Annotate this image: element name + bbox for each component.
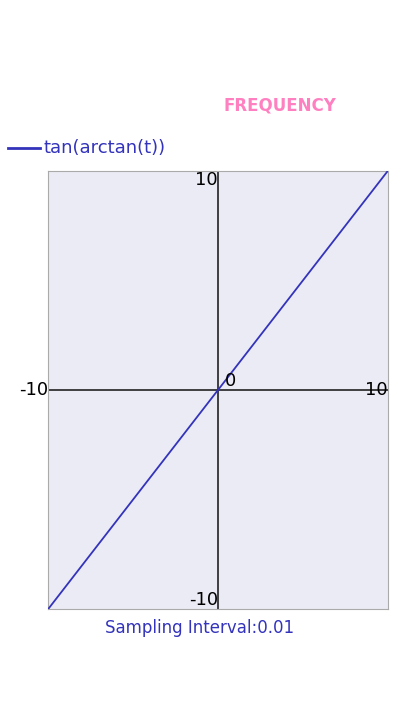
Text: 10: 10 xyxy=(365,381,388,399)
Text: -10: -10 xyxy=(19,381,48,399)
Text: 0: 0 xyxy=(225,372,236,390)
Text: ◁: ◁ xyxy=(92,670,108,688)
Text: -10: -10 xyxy=(189,592,218,609)
Text: 05:37: 05:37 xyxy=(353,11,388,21)
Text: FREQUENCY: FREQUENCY xyxy=(224,97,336,115)
Text: Sampling Interval:0.01: Sampling Interval:0.01 xyxy=(106,619,294,637)
Bar xyxy=(20,125,172,128)
Text: 10: 10 xyxy=(195,171,218,188)
Text: □: □ xyxy=(291,670,309,688)
Text: tan(arctan(t)): tan(arctan(t)) xyxy=(44,139,166,156)
Text: T: T xyxy=(94,97,106,115)
Text: ○: ○ xyxy=(192,670,208,688)
